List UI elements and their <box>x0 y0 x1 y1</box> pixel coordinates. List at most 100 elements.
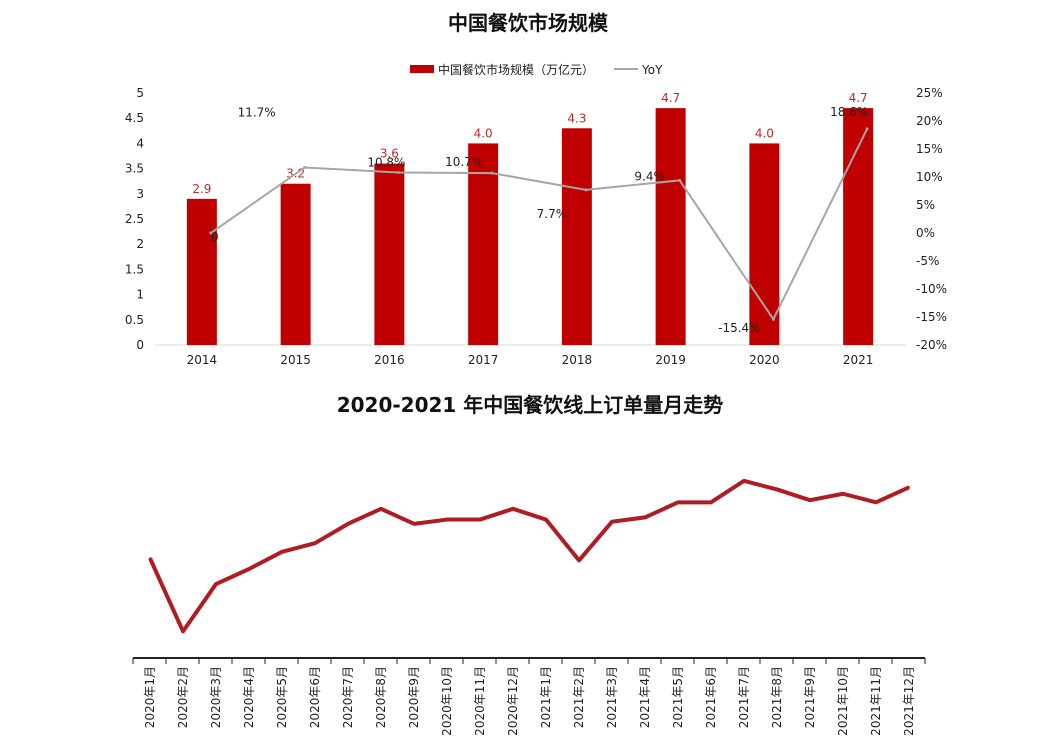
month-tick-label: 2021年12月 <box>902 666 916 736</box>
left-tick-label: 0.5 <box>125 313 144 327</box>
bar-value-label: 4.7 <box>661 91 680 105</box>
legend-bar-label: 中国餐饮市场规模（万亿元） <box>438 62 594 77</box>
online-orders-series <box>148 478 910 634</box>
month-tick-label: 2021年1月 <box>539 666 553 728</box>
orders-point <box>644 516 646 519</box>
orders-point <box>875 501 877 504</box>
month-tick-label: 2021年8月 <box>770 666 784 728</box>
orders-point <box>578 559 580 562</box>
yoy-value-label: 7.7% <box>537 207 568 221</box>
yoy-point <box>865 127 869 131</box>
orders-point <box>512 507 514 510</box>
x-tick-label: 2016 <box>374 353 405 367</box>
yoy-point <box>584 188 588 192</box>
legend-bar-swatch <box>410 65 434 73</box>
month-tick-label: 2021年9月 <box>803 666 817 728</box>
orders-point <box>149 557 151 560</box>
orders-point <box>446 518 448 521</box>
left-tick-label: 4.5 <box>125 111 144 125</box>
bar-value-label: 4.0 <box>755 126 774 140</box>
yoy-value-label: 11.7% <box>238 105 276 119</box>
month-tick-label: 2020年8月 <box>374 666 388 728</box>
orders-point <box>908 486 910 489</box>
chart-title-market-size: 中国餐饮市场规模 <box>448 11 609 35</box>
left-tick-label: 5 <box>136 86 144 100</box>
right-tick-label: -20% <box>916 338 947 352</box>
left-axis-ticks: 0 0.5 1 1.5 2 2.5 3 3.5 4 4.5 5 <box>125 86 144 352</box>
orders-point <box>479 518 481 521</box>
x-tick-label: 2021 <box>843 353 874 367</box>
left-tick-label: 1.5 <box>125 262 144 276</box>
bar-series <box>186 108 874 346</box>
bar <box>280 183 311 345</box>
orders-point <box>743 479 745 482</box>
bar-value-label: 4.0 <box>474 126 493 140</box>
chart-legend: 中国餐饮市场规模（万亿元） YoY <box>410 62 663 77</box>
bar <box>655 108 686 346</box>
month-tick-label: 2020年9月 <box>407 666 421 728</box>
yoy-point <box>490 171 494 175</box>
month-tick-label: 2021年10月 <box>836 666 850 736</box>
right-axis-ticks: -20% -15% -10% -5% 0% 5% 10% 15% 20% 25% <box>916 86 947 352</box>
yoy-value-label: 9.4% <box>634 169 665 183</box>
right-tick-label: 20% <box>916 114 943 128</box>
bar-value-label: 3.6 <box>380 147 399 161</box>
bar-data-labels: 2.93.23.64.04.34.74.04.7 <box>192 91 867 196</box>
legend-line-label: YoY <box>641 63 663 77</box>
bar-value-label: 4.3 <box>567 111 586 125</box>
orders-point <box>677 501 679 504</box>
yoy-value-label: 10.7% <box>445 155 483 169</box>
yoy-series <box>209 127 869 322</box>
orders-point <box>776 488 778 491</box>
bar <box>468 143 499 345</box>
bar <box>186 198 217 345</box>
left-tick-label: 3.5 <box>125 162 144 176</box>
left-tick-label: 2.5 <box>125 212 144 226</box>
month-tick-label: 2020年2月 <box>176 666 190 728</box>
orders-point <box>215 583 217 586</box>
right-tick-label: 10% <box>916 170 943 184</box>
orders-point <box>380 507 382 510</box>
month-tick-label: 2021年5月 <box>671 666 685 728</box>
x-tick-label: 2018 <box>562 353 593 367</box>
yoy-point <box>209 231 213 235</box>
month-tick-label: 2020年10月 <box>440 666 454 736</box>
right-tick-label: 5% <box>916 198 935 212</box>
left-tick-label: 4 <box>136 136 144 150</box>
yoy-point <box>678 178 682 182</box>
left-tick-label: 2 <box>136 237 144 251</box>
orders-point <box>347 522 349 525</box>
orders-point <box>545 518 547 521</box>
month-tick-label: 2020年1月 <box>143 666 157 728</box>
orders-point <box>413 522 415 525</box>
month-tick-label: 2021年4月 <box>638 666 652 728</box>
right-tick-label: 15% <box>916 142 943 156</box>
bar-value-label: 4.7 <box>849 91 868 105</box>
right-tick-label: -5% <box>916 254 939 268</box>
month-tick-label: 2020年3月 <box>209 666 223 728</box>
month-tick-label: 2020年11月 <box>473 666 487 736</box>
left-tick-label: 1 <box>136 288 144 302</box>
right-tick-label: 0% <box>916 226 935 240</box>
orders-point <box>842 492 844 495</box>
month-tick-label: 2020年6月 <box>308 666 322 728</box>
yoy-value-label: -15.4% <box>718 321 760 335</box>
right-tick-label: -10% <box>916 282 947 296</box>
orders-point <box>809 499 811 502</box>
left-tick-label: 3 <box>136 187 144 201</box>
yoy-value-label: 18.6% <box>830 105 868 119</box>
yoy-value-label: 10.8% <box>367 156 405 170</box>
yoy-point <box>396 171 400 175</box>
month-tick-label: 2020年7月 <box>341 666 355 728</box>
x-axis-ticks: 2014 2015 2016 2017 2018 2019 2020 2021 <box>187 353 874 367</box>
x-tick-label: 2017 <box>468 353 499 367</box>
month-tick-label: 2021年11月 <box>869 666 883 736</box>
x-tick-label: 2014 <box>187 353 218 367</box>
x-tick-label: 2020 <box>749 353 780 367</box>
month-tick-label: 2021年3月 <box>605 666 619 728</box>
chart-title-online-orders: 2020-2021 年中国餐饮线上订单量月走势 <box>337 393 724 417</box>
month-tick-label: 2021年2月 <box>572 666 586 728</box>
x-axis-ticks-2 <box>132 658 926 664</box>
orders-point <box>710 501 712 504</box>
